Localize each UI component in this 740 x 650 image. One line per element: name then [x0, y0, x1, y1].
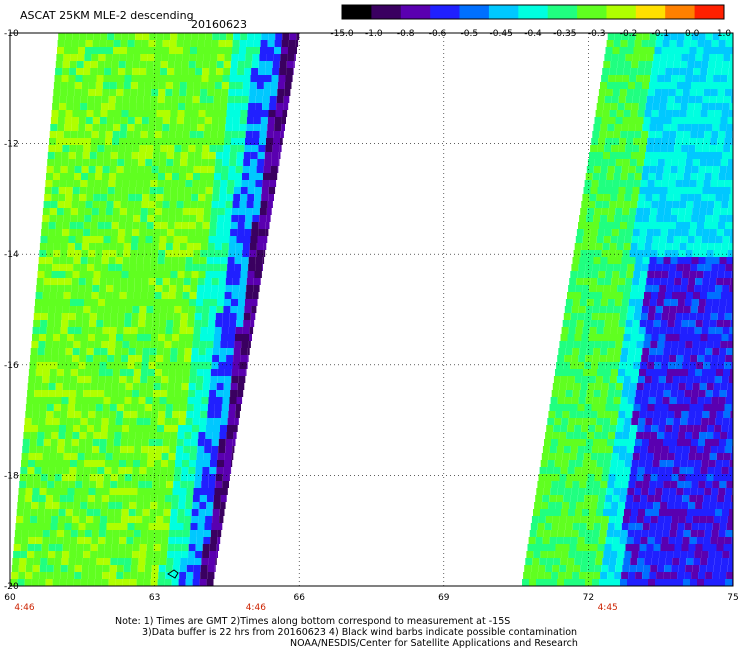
colorbar-label: -0.6 [429, 29, 447, 39]
latitude-labels: -10 -12 -14 -16 -18 -20 [4, 29, 19, 592]
chart-title: ASCAT 25KM MLE-2 descending [20, 9, 194, 22]
colorbar-cell [342, 5, 372, 19]
time-label: 4:46 [14, 603, 34, 613]
footer-note-line2: 3)Data buffer is 22 hrs from 20160623 4)… [142, 627, 578, 638]
colorbar-label: -0.8 [397, 29, 415, 39]
east-swath [522, 33, 733, 586]
colorbar: -15.0 -1.0 -0.8 -0.6 -0.5 -0.45 -0.4 -0.35 -0.3 -… [330, 4, 731, 39]
wind-barb-marker [167, 569, 179, 579]
colorbar-cell [488, 5, 519, 19]
colorbar-label: -0.1 [652, 29, 670, 39]
west-swath [10, 33, 300, 586]
colorbar-label: 0.0 [685, 29, 700, 39]
lat-label: -20 [4, 582, 19, 592]
wind-swath-layer [10, 33, 733, 586]
colorbar-label: -0.35 [553, 29, 576, 39]
colorbar-cell [577, 5, 607, 19]
lat-label: -10 [4, 29, 19, 39]
colorbar-cell [694, 5, 725, 19]
colorbar-label: -0.3 [588, 29, 606, 39]
chart-date: 20160623 [191, 18, 247, 31]
time-labels: 4:46 4:46 4:45 [14, 603, 617, 613]
lon-label: 75 [727, 593, 738, 603]
map-frame [9, 32, 734, 587]
colorbar-cell [400, 5, 431, 19]
lon-label: 63 [149, 593, 160, 603]
time-label: 4:46 [246, 603, 266, 613]
lat-label: -12 [4, 140, 19, 150]
colorbar-cell [665, 5, 696, 19]
footer-note-line1: Note: 1) Times are GMT 2)Times along bot… [115, 616, 511, 627]
longitude-labels: 60 63 66 69 72 75 [4, 593, 738, 603]
lon-label: 72 [583, 593, 594, 603]
colorbar-cell [606, 5, 637, 19]
lat-label: -14 [4, 250, 19, 260]
lon-label: 66 [293, 593, 305, 603]
colorbar-cell [635, 5, 666, 19]
colorbar-cell [518, 5, 549, 19]
colorbar-label: 1.0 [717, 29, 732, 39]
colorbar-labels: -15.0 -1.0 -0.8 -0.6 -0.5 -0.45 -0.4 -0.35 -0.3 -… [330, 29, 731, 39]
colorbar-label: -0.4 [524, 29, 542, 39]
colorbar-label: -0.2 [620, 29, 638, 39]
colorbar-cell [459, 5, 490, 19]
lon-label: 60 [4, 593, 16, 603]
colorbar-label: -15.0 [330, 29, 354, 39]
colorbar-label: -0.5 [461, 29, 479, 39]
colorbar-cell [547, 5, 578, 19]
colorbar-label: -0.45 [490, 29, 513, 39]
lat-label: -16 [4, 361, 19, 371]
colorbar-label: -1.0 [365, 29, 383, 39]
colorbar-cell [371, 5, 402, 19]
colorbar-cell [430, 5, 461, 19]
lon-label: 69 [438, 593, 450, 603]
lat-label: -18 [4, 471, 19, 481]
footer-note-line3: NOAA/NESDIS/Center for Satellite Applica… [290, 638, 578, 649]
time-label: 4:45 [598, 603, 618, 613]
